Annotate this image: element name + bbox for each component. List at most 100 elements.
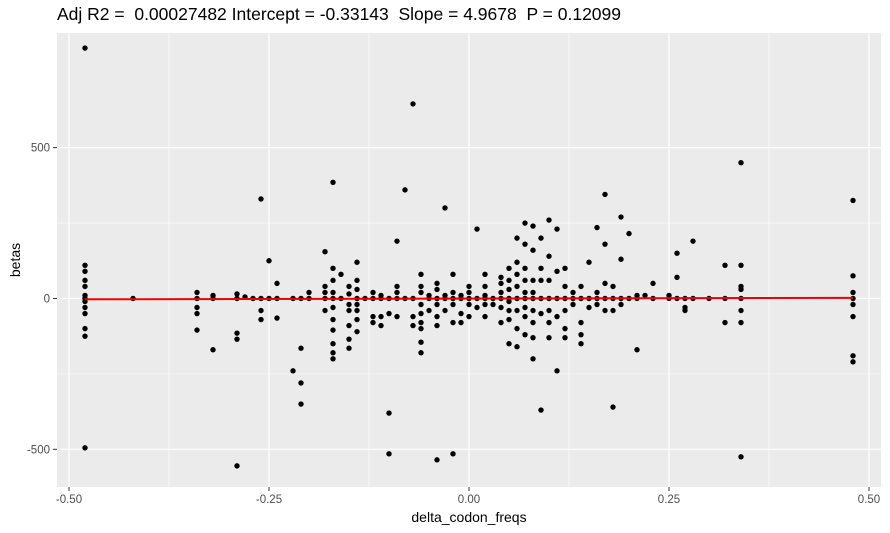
x-axis: -0.50 -0.25 0.00 0.25 0.50 (56, 487, 880, 506)
data-point (570, 289, 576, 296)
data-point (354, 277, 360, 284)
data-point (322, 307, 328, 314)
data-point (434, 322, 440, 329)
data-point (266, 258, 272, 264)
data-point (298, 401, 304, 407)
data-point (546, 334, 552, 341)
data-point (546, 277, 552, 284)
data-point (578, 331, 584, 338)
data-point (410, 322, 416, 329)
data-point (434, 301, 440, 308)
x-tick-label: -0.25 (256, 494, 282, 506)
data-point (418, 339, 424, 345)
data-point (850, 313, 856, 320)
data-point (258, 307, 264, 314)
data-point (402, 187, 408, 193)
data-point (434, 457, 440, 463)
data-point (330, 350, 336, 356)
data-point (346, 307, 352, 314)
data-point (674, 250, 680, 256)
data-point (386, 451, 392, 457)
data-point (378, 322, 384, 329)
data-point (578, 341, 584, 347)
data-point (82, 304, 88, 311)
data-point (738, 262, 744, 268)
data-point (738, 160, 744, 166)
data-point (298, 380, 304, 386)
data-point (234, 291, 240, 297)
data-point (530, 319, 536, 326)
data-point (354, 259, 360, 265)
data-point (626, 230, 632, 237)
data-point (354, 316, 360, 323)
data-point (522, 277, 528, 284)
data-point (586, 259, 592, 265)
data-point (514, 344, 520, 350)
x-tick-label: 0.00 (458, 494, 480, 506)
y-axis-title: betas (7, 243, 23, 277)
data-point (426, 307, 432, 314)
data-point (306, 289, 312, 296)
data-point (346, 345, 352, 351)
data-point (522, 313, 528, 320)
data-point (538, 407, 544, 413)
data-point (234, 336, 240, 342)
data-point (234, 330, 240, 336)
data-point (602, 280, 608, 287)
data-point (498, 289, 504, 296)
data-point (194, 289, 200, 296)
data-point (322, 249, 328, 255)
data-point (514, 235, 520, 241)
data-point (466, 301, 472, 308)
data-point (530, 277, 536, 284)
y-tick-label: -500 (27, 444, 50, 456)
data-point (554, 368, 560, 374)
chart-title: Adj R2 = 0.00027482 Intercept = -0.33143… (57, 4, 622, 24)
data-point (498, 304, 504, 311)
data-point (482, 271, 488, 278)
x-tick-label: -0.50 (56, 494, 82, 506)
data-point (394, 238, 400, 244)
data-point (466, 289, 472, 296)
data-point (506, 277, 512, 284)
data-point (234, 463, 240, 469)
data-point (82, 333, 88, 339)
data-point (722, 319, 728, 326)
data-point (418, 283, 424, 290)
data-point (650, 280, 656, 287)
data-point (562, 334, 568, 341)
data-point (450, 289, 456, 296)
data-point (354, 307, 360, 314)
data-point (610, 404, 616, 410)
data-point (514, 307, 520, 314)
data-point (450, 319, 456, 326)
data-point (594, 224, 600, 231)
data-point (418, 319, 424, 326)
data-point (370, 319, 376, 326)
data-point (434, 280, 440, 287)
data-point (418, 350, 424, 356)
data-point (562, 265, 568, 271)
data-point (346, 336, 352, 342)
data-point (434, 313, 440, 320)
data-point (546, 253, 552, 259)
data-point (506, 265, 512, 271)
data-point (210, 347, 216, 353)
data-point (410, 101, 416, 107)
data-point (418, 289, 424, 296)
data-point (618, 214, 624, 220)
data-point (434, 286, 440, 293)
data-point (546, 319, 552, 326)
data-point (538, 265, 544, 271)
data-point (386, 410, 392, 416)
data-point (506, 286, 512, 293)
data-point (642, 292, 648, 299)
data-point (530, 334, 536, 341)
data-point (522, 304, 528, 311)
data-point (394, 313, 400, 320)
data-point (482, 301, 488, 308)
data-point (514, 259, 520, 265)
data-point (322, 289, 328, 296)
